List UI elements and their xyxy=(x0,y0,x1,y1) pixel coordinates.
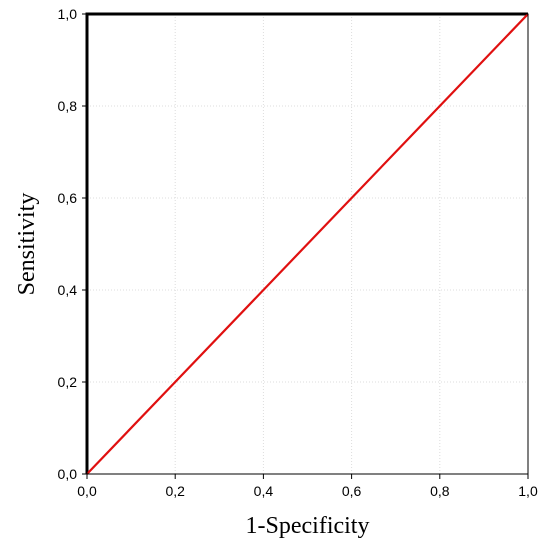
reference-diagonal-line xyxy=(86,13,529,475)
y-tick-label: 0,0 xyxy=(58,466,78,482)
x-tick-label: 0,0 xyxy=(77,483,97,499)
y-tick-label: 0,2 xyxy=(58,374,78,390)
y-tick-label: 0,4 xyxy=(58,282,78,298)
x-tick-label: 0,4 xyxy=(254,483,274,499)
y-tick-label: 0,6 xyxy=(58,190,78,206)
x-tick-label: 1,0 xyxy=(518,483,538,499)
y-axis-title: Sensitivity xyxy=(14,193,40,296)
x-tick-label: 0,6 xyxy=(342,483,362,499)
x-tick-label: 0,8 xyxy=(430,483,450,499)
x-tick-label: 0,2 xyxy=(165,483,185,499)
plot-frame xyxy=(86,13,529,475)
y-tick-label: 1,0 xyxy=(58,6,78,22)
ticks: 0,0 0,2 0,4 0,6 0,8 1,0 0,0 0,2 0,4 0,6 0,8 1,0 xyxy=(58,6,538,499)
x-axis-title: 1-Specificity xyxy=(246,513,370,539)
y-tick-label: 0,8 xyxy=(58,98,78,114)
